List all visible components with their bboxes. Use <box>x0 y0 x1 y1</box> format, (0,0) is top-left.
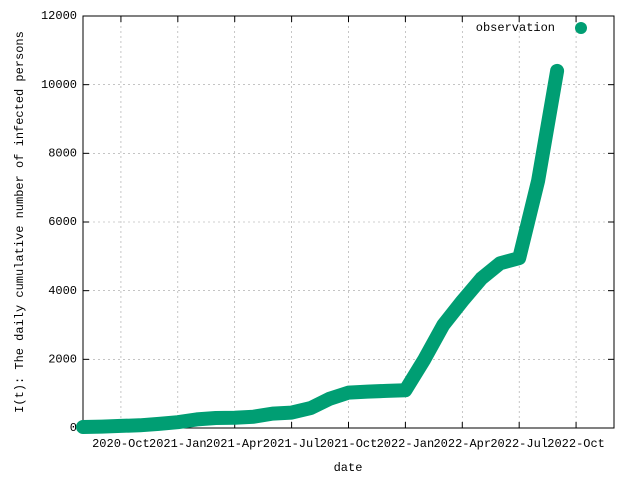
x-tick-label: 2022-Jan <box>377 437 435 451</box>
plot-frame <box>82 15 615 429</box>
x-tick-label: 2022-Oct <box>547 437 605 451</box>
x-tick-label: 2021-Jan <box>149 437 207 451</box>
x-tick-label: 2021-Jul <box>263 437 321 451</box>
y-tick-label: 4000 <box>48 284 77 298</box>
legend-marker <box>575 22 587 34</box>
x-tick-label: 2022-Apr <box>433 437 491 451</box>
x-tick-label: 2022-Jul <box>490 437 548 451</box>
x-tick-label: 2020-Oct <box>92 437 150 451</box>
x-axis-label: date <box>334 461 363 475</box>
y-tick-label: 10000 <box>41 78 77 92</box>
y-tick-label: 6000 <box>48 215 77 229</box>
x-tick-label: 2021-Oct <box>320 437 378 451</box>
y-tick-label: 8000 <box>48 147 77 161</box>
legend-label: observation <box>476 21 555 35</box>
y-axis-label: I(t): The daily cumulative number of inf… <box>13 31 27 413</box>
y-tick-label: 2000 <box>48 353 77 367</box>
x-tick-label: 2021-Apr <box>206 437 264 451</box>
y-tick-label: 0 <box>70 421 77 435</box>
y-tick-label: 12000 <box>41 9 77 23</box>
data-line <box>76 63 565 434</box>
